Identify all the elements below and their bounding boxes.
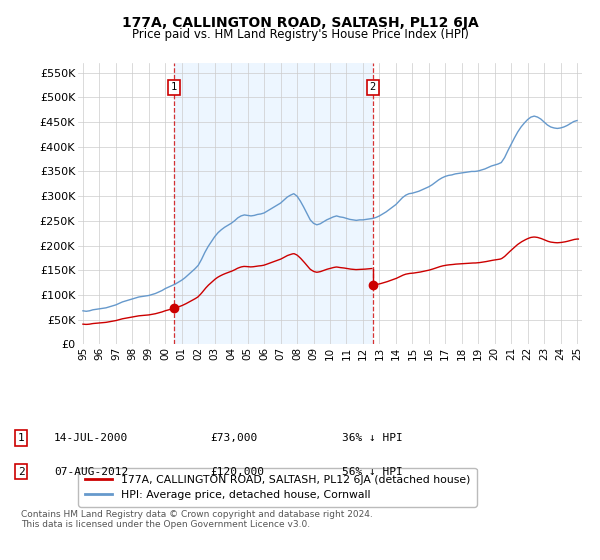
Text: Contains HM Land Registry data © Crown copyright and database right 2024.
This d: Contains HM Land Registry data © Crown c… xyxy=(21,510,373,529)
Text: 2: 2 xyxy=(370,82,376,92)
Text: £73,000: £73,000 xyxy=(210,433,257,443)
Text: Price paid vs. HM Land Registry's House Price Index (HPI): Price paid vs. HM Land Registry's House … xyxy=(131,28,469,41)
Text: 56% ↓ HPI: 56% ↓ HPI xyxy=(342,466,403,477)
Legend: 177A, CALLINGTON ROAD, SALTASH, PL12 6JA (detached house), HPI: Average price, d: 177A, CALLINGTON ROAD, SALTASH, PL12 6JA… xyxy=(79,468,476,507)
Text: 36% ↓ HPI: 36% ↓ HPI xyxy=(342,433,403,443)
Bar xyxy=(174,63,373,344)
Text: 14-JUL-2000: 14-JUL-2000 xyxy=(54,433,128,443)
Text: 07-AUG-2012: 07-AUG-2012 xyxy=(54,466,128,477)
Text: 1: 1 xyxy=(171,82,178,92)
Text: £120,000: £120,000 xyxy=(210,466,264,477)
Text: 1: 1 xyxy=(17,433,25,443)
Text: 2: 2 xyxy=(17,466,25,477)
Text: 177A, CALLINGTON ROAD, SALTASH, PL12 6JA: 177A, CALLINGTON ROAD, SALTASH, PL12 6JA xyxy=(122,16,478,30)
